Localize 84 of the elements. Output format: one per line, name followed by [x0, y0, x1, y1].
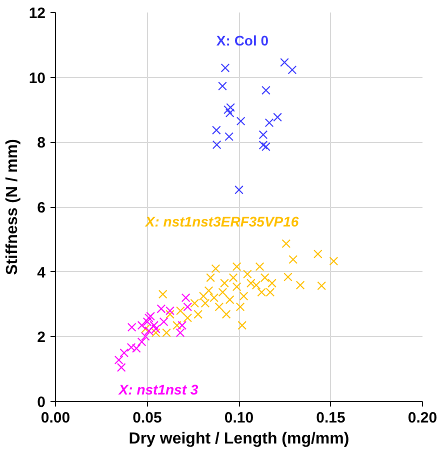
point [120, 348, 129, 358]
point [158, 290, 168, 299]
point [226, 103, 235, 112]
x-tick-label: 0.15 [316, 410, 346, 426]
point [204, 286, 214, 296]
point [224, 105, 232, 114]
y-tick-label: 6 [37, 200, 46, 216]
point [236, 302, 245, 312]
point [313, 250, 322, 258]
point [258, 130, 268, 140]
point [212, 140, 222, 150]
point [225, 295, 234, 304]
point [225, 108, 234, 118]
point [218, 82, 227, 91]
point [178, 320, 187, 330]
point [239, 292, 248, 301]
point [224, 132, 234, 142]
point [258, 140, 268, 150]
point [273, 112, 282, 122]
point [284, 272, 292, 282]
point [210, 293, 218, 302]
point [198, 292, 208, 301]
series-label: X: Col 0 [216, 32, 269, 48]
x-tick-label: 0.05 [132, 410, 162, 426]
point [172, 320, 182, 330]
point [176, 328, 185, 338]
point [232, 282, 242, 292]
point [228, 273, 238, 282]
point [236, 116, 246, 126]
point [296, 280, 305, 290]
point [232, 262, 242, 272]
x-axis-title: Dry weight / Length (mg/mm) [128, 430, 350, 448]
y-tick-label: 4 [37, 264, 46, 282]
point [262, 86, 270, 95]
point [176, 306, 185, 316]
point [246, 278, 256, 288]
point [262, 142, 270, 152]
point [181, 293, 190, 302]
point [214, 302, 224, 312]
point [212, 126, 221, 135]
point [329, 256, 338, 266]
x-tick-label: 0.20 [408, 410, 438, 426]
point [137, 337, 146, 346]
y-tick-label: 10 [28, 70, 46, 87]
point [317, 281, 326, 290]
point [183, 302, 192, 312]
x-tick-label: 0.10 [224, 410, 254, 426]
point [268, 278, 276, 288]
point [114, 356, 124, 364]
point [142, 317, 152, 326]
y-tick-label: 8 [37, 134, 46, 152]
point [159, 317, 168, 326]
point [116, 363, 126, 372]
point [282, 239, 291, 248]
point [150, 320, 158, 330]
point [220, 278, 229, 288]
point [243, 270, 252, 279]
point [260, 273, 270, 282]
point [144, 313, 154, 322]
series-label: X: nst1nst3ERF35VP16 [144, 214, 299, 230]
point [218, 288, 228, 297]
point [288, 255, 298, 264]
point [140, 332, 150, 341]
point [194, 310, 203, 319]
point [238, 320, 247, 330]
point [234, 185, 244, 194]
point [146, 312, 155, 321]
y-tick-label: 12 [28, 5, 46, 22]
point [255, 262, 264, 272]
x-tick-label: 0.00 [40, 410, 70, 426]
series-label: X: nst1nst 3 [118, 381, 198, 398]
y-tick-label: 2 [37, 329, 46, 346]
point [183, 313, 192, 322]
point [211, 264, 220, 274]
point [264, 118, 274, 128]
point [220, 63, 230, 72]
point [166, 310, 174, 319]
y-tick-label: 0 [37, 394, 46, 411]
point [222, 310, 231, 319]
point [252, 280, 261, 290]
point [280, 58, 289, 67]
y-axis-title: Stiffness (N / mm) [4, 138, 21, 276]
point [288, 65, 297, 74]
point [206, 273, 215, 282]
